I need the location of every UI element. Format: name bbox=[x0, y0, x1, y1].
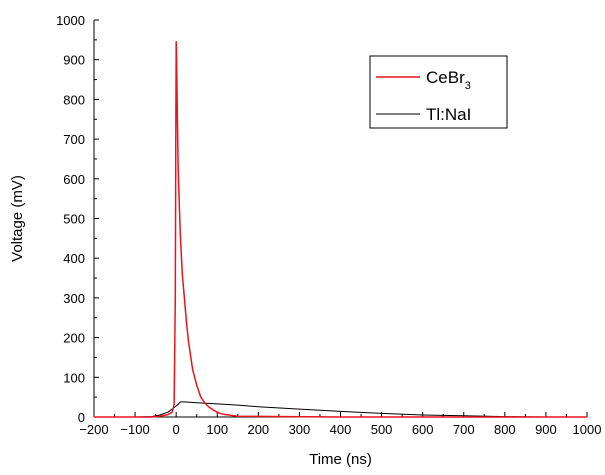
x-tick-label: 800 bbox=[494, 422, 516, 437]
y-tick-label: 300 bbox=[63, 291, 85, 306]
series-line-tl-nai bbox=[94, 401, 587, 418]
y-tick-label: 700 bbox=[63, 132, 85, 147]
y-tick-label: 800 bbox=[63, 92, 85, 107]
y-tick-label: 1000 bbox=[56, 13, 85, 28]
x-tick-label: 300 bbox=[289, 422, 311, 437]
x-tick-label: 100 bbox=[206, 422, 228, 437]
x-tick-label: 500 bbox=[371, 422, 393, 437]
y-tick-label: 100 bbox=[63, 370, 85, 385]
legend-label-cebr3-sub: 3 bbox=[465, 80, 471, 92]
series-layer bbox=[94, 41, 587, 418]
y-tick-label: 900 bbox=[63, 53, 85, 68]
y-axis-title: Voltage (mV) bbox=[9, 175, 26, 262]
y-tick-label: 500 bbox=[63, 212, 85, 227]
y-tick-label: 200 bbox=[63, 331, 85, 346]
y-tick-label: 0 bbox=[78, 410, 85, 425]
x-tick-label: 1000 bbox=[573, 422, 602, 437]
axes: −200 −100 0 100 200 300 400 500 600 700 800 900 1000… bbox=[9, 13, 601, 468]
legend: CeBr3 Tl:NaI bbox=[369, 55, 508, 129]
y-tick-label: 600 bbox=[63, 172, 85, 187]
x-tick-label: −100 bbox=[120, 422, 149, 437]
legend-label-cebr3: CeBr3 bbox=[426, 68, 471, 92]
legend-label-cebr3-base: CeBr bbox=[426, 68, 465, 87]
x-tick-label: 600 bbox=[412, 422, 434, 437]
x-tick-label: −200 bbox=[79, 422, 108, 437]
x-tick-label: 0 bbox=[173, 422, 180, 437]
x-tick-label: 200 bbox=[247, 422, 269, 437]
series-line-cebr3 bbox=[94, 41, 587, 418]
x-tick-label: 700 bbox=[453, 422, 475, 437]
y-tick-label: 400 bbox=[63, 251, 85, 266]
legend-label-tl-nai: Tl:NaI bbox=[426, 105, 471, 124]
x-tick-label: 900 bbox=[535, 422, 557, 437]
legend-box bbox=[369, 55, 508, 129]
x-axis-title: Time (ns) bbox=[309, 451, 372, 468]
x-tick-label: 400 bbox=[330, 422, 352, 437]
